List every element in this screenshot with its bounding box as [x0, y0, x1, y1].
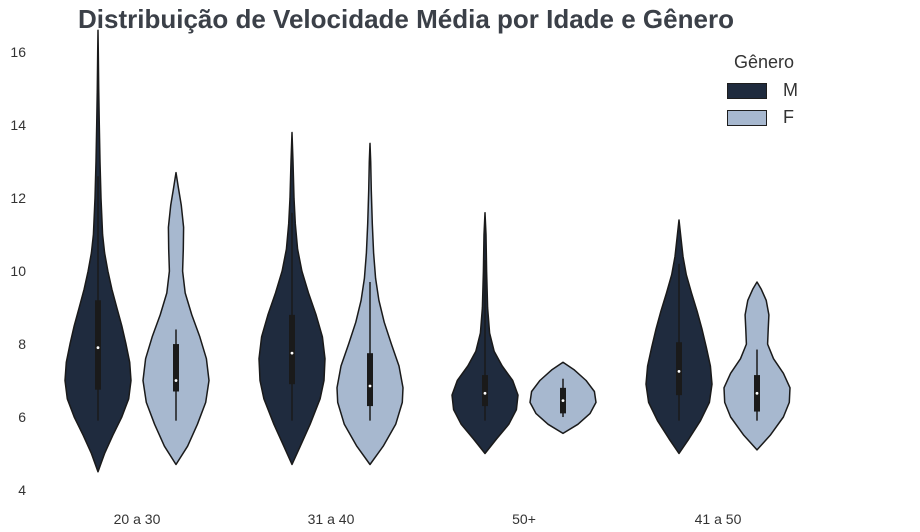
median-point-m-1 — [290, 351, 294, 355]
y-tick-label: 14 — [10, 117, 26, 133]
iqr-box-m-0 — [95, 300, 101, 390]
median-point-f-1 — [368, 384, 372, 388]
median-point-m-0 — [96, 346, 100, 350]
x-tick-label: 41 a 50 — [695, 511, 742, 527]
median-point-f-0 — [174, 379, 178, 382]
x-tick-label: 20 a 30 — [114, 511, 161, 527]
median-point-m-3 — [677, 370, 681, 373]
legend-swatch-f — [727, 109, 767, 126]
y-tick-label: 16 — [10, 44, 26, 60]
legend-item-m: M — [722, 77, 806, 104]
legend-title: Gênero — [733, 52, 795, 72]
legend-label-m: M — [783, 80, 798, 100]
median-point-f-3 — [755, 391, 759, 395]
chart-title: Distribuição de Velocidade Média por Ida… — [78, 4, 734, 34]
y-tick-label: 10 — [10, 263, 26, 279]
y-tick-label: 12 — [10, 190, 26, 206]
median-point-m-2 — [483, 391, 487, 395]
iqr-box-m-3 — [676, 342, 682, 396]
iqr-box-m-2 — [482, 375, 488, 407]
y-tick-label: 8 — [18, 336, 26, 352]
x-tick-label: 50+ — [512, 511, 536, 527]
iqr-box-f-0 — [173, 344, 179, 392]
legend-item-f: F — [722, 104, 806, 131]
median-point-f-2 — [561, 399, 565, 403]
y-tick-label: 6 — [18, 409, 26, 425]
x-tick-label: 31 a 40 — [308, 511, 355, 527]
violin-f-0 — [142, 171, 210, 466]
legend: Gênero M F — [722, 52, 806, 131]
iqr-box-f-1 — [367, 353, 373, 407]
legend-swatch-m — [727, 82, 767, 99]
legend-label-f: F — [783, 107, 794, 127]
y-tick-label: 4 — [18, 482, 26, 498]
iqr-box-m-1 — [289, 314, 295, 385]
